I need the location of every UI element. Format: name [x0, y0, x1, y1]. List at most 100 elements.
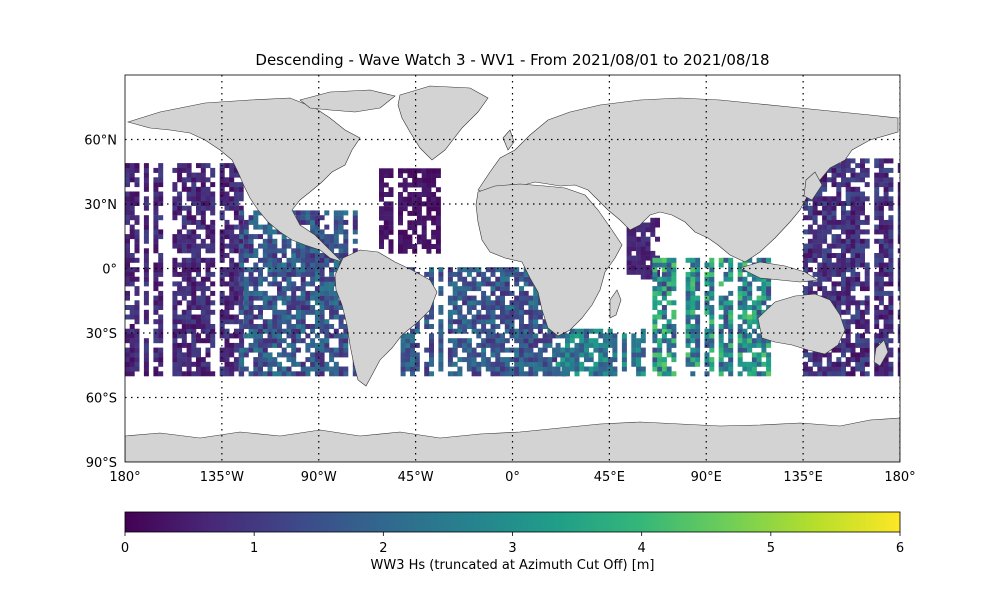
wave-height-cell: [129, 253, 135, 258]
wave-height-cell: [812, 290, 818, 296]
wave-height-cell: [897, 234, 900, 240]
wave-height-cell: [666, 324, 672, 329]
wave-height-cell: [756, 276, 762, 282]
wave-height-cell: [258, 276, 263, 282]
wave-height-cell: [291, 281, 297, 287]
wave-height-cell: [598, 352, 604, 358]
wave-height-cell: [588, 357, 594, 363]
wave-height-cell: [845, 319, 851, 325]
wave-height-cell: [305, 305, 311, 310]
wave-height-cell: [504, 290, 510, 296]
wave-height-cell: [205, 276, 211, 282]
wave-height-cell: [191, 295, 197, 301]
wave-height-cell: [547, 328, 553, 334]
wave-height-cell: [452, 328, 458, 334]
wave-height-cell: [878, 361, 884, 367]
wave-height-cell: [431, 234, 437, 240]
wave-height-cell: [860, 248, 865, 254]
wave-height-cell: [416, 182, 422, 188]
wave-height-cell: [310, 366, 316, 372]
wave-height-cell: [438, 342, 444, 348]
wave-height-cell: [438, 366, 444, 372]
wave-height-cell: [631, 333, 637, 339]
wave-height-cell: [466, 366, 472, 372]
wave-height-cell: [845, 324, 851, 329]
wave-height-cell: [888, 215, 894, 221]
wave-height-cell: [462, 357, 468, 363]
wave-height-cell: [723, 295, 729, 301]
wave-height-cell: [747, 342, 753, 348]
wave-height-cell: [429, 271, 434, 277]
wave-height-cell: [329, 300, 335, 306]
wave-height-cell: [860, 338, 865, 344]
wave-height-cell: [661, 324, 667, 329]
wave-height-cell: [476, 267, 482, 273]
wave-height-cell: [310, 309, 316, 315]
wave-height-cell: [803, 371, 809, 377]
wave-height-cell: [431, 220, 437, 226]
wave-height-cell: [291, 342, 297, 348]
wave-height-cell: [205, 352, 211, 358]
wave-height-cell: [210, 229, 216, 235]
wave-height-cell: [462, 267, 468, 273]
wave-height-cell: [533, 371, 539, 377]
wave-height-cell: [125, 290, 130, 296]
wave-height-cell: [205, 234, 211, 240]
wave-height-cell: [579, 352, 585, 358]
wave-height-cell: [888, 290, 894, 296]
wave-height-cell: [343, 243, 349, 249]
wave-height-cell: [153, 295, 159, 301]
wave-height-cell: [143, 172, 149, 178]
colorbar-tick-label: 0: [121, 541, 129, 556]
wave-height-cell: [229, 186, 235, 192]
wave-height-cell: [181, 319, 187, 325]
wave-height-cell: [690, 333, 696, 339]
wave-height-cell: [134, 357, 140, 363]
latitude-labels: 60°N30°N0°30°S60°S90°S: [84, 134, 117, 472]
wave-height-cell: [709, 257, 715, 263]
wave-height-cell: [519, 371, 524, 377]
wave-height-cell: [421, 168, 427, 174]
wave-height-cell: [883, 319, 889, 325]
wave-height-cell: [305, 347, 311, 353]
wave-height-cell: [621, 357, 627, 363]
wave-height-cell: [631, 347, 637, 353]
wave-height-cell: [495, 352, 501, 358]
wave-height-cell: [196, 305, 201, 310]
wave-height-cell: [537, 357, 543, 363]
wave-height-cell: [407, 225, 413, 231]
wave-height-cell: [267, 262, 273, 268]
wave-height-cell: [514, 305, 520, 310]
wave-height-cell: [243, 257, 249, 263]
wave-height-cell: [457, 366, 463, 372]
wave-height-cell: [897, 333, 900, 339]
wave-height-cell: [129, 314, 135, 320]
wave-height-cell: [205, 324, 211, 329]
wave-height-cell: [466, 271, 472, 277]
wave-height-cell: [850, 276, 856, 282]
wave-height-cell: [267, 257, 273, 263]
wave-height-cell: [888, 338, 894, 344]
wave-height-cell: [129, 342, 135, 348]
wave-height-cell: [645, 246, 651, 252]
wave-height-cell: [481, 271, 487, 277]
wave-height-cell: [243, 366, 249, 372]
wave-height-cell: [495, 305, 501, 310]
wave-height-cell: [542, 324, 548, 329]
wave-height-cell: [666, 338, 672, 344]
wave-height-cell: [878, 333, 884, 339]
wave-height-cell: [338, 333, 344, 339]
wave-height-cell: [528, 281, 534, 287]
wave-height-cell: [574, 357, 580, 363]
wave-height-cell: [766, 276, 772, 282]
wave-height-cell: [718, 314, 724, 320]
wave-height-cell: [666, 342, 672, 348]
wave-height-cell: [310, 305, 316, 310]
wave-height-cell: [864, 262, 870, 268]
wave-height-cell: [143, 300, 149, 306]
madagascar-landmass: [609, 289, 622, 319]
wave-height-cell: [855, 186, 861, 192]
wave-height-cell: [200, 163, 206, 169]
wave-height-cell: [652, 333, 658, 339]
